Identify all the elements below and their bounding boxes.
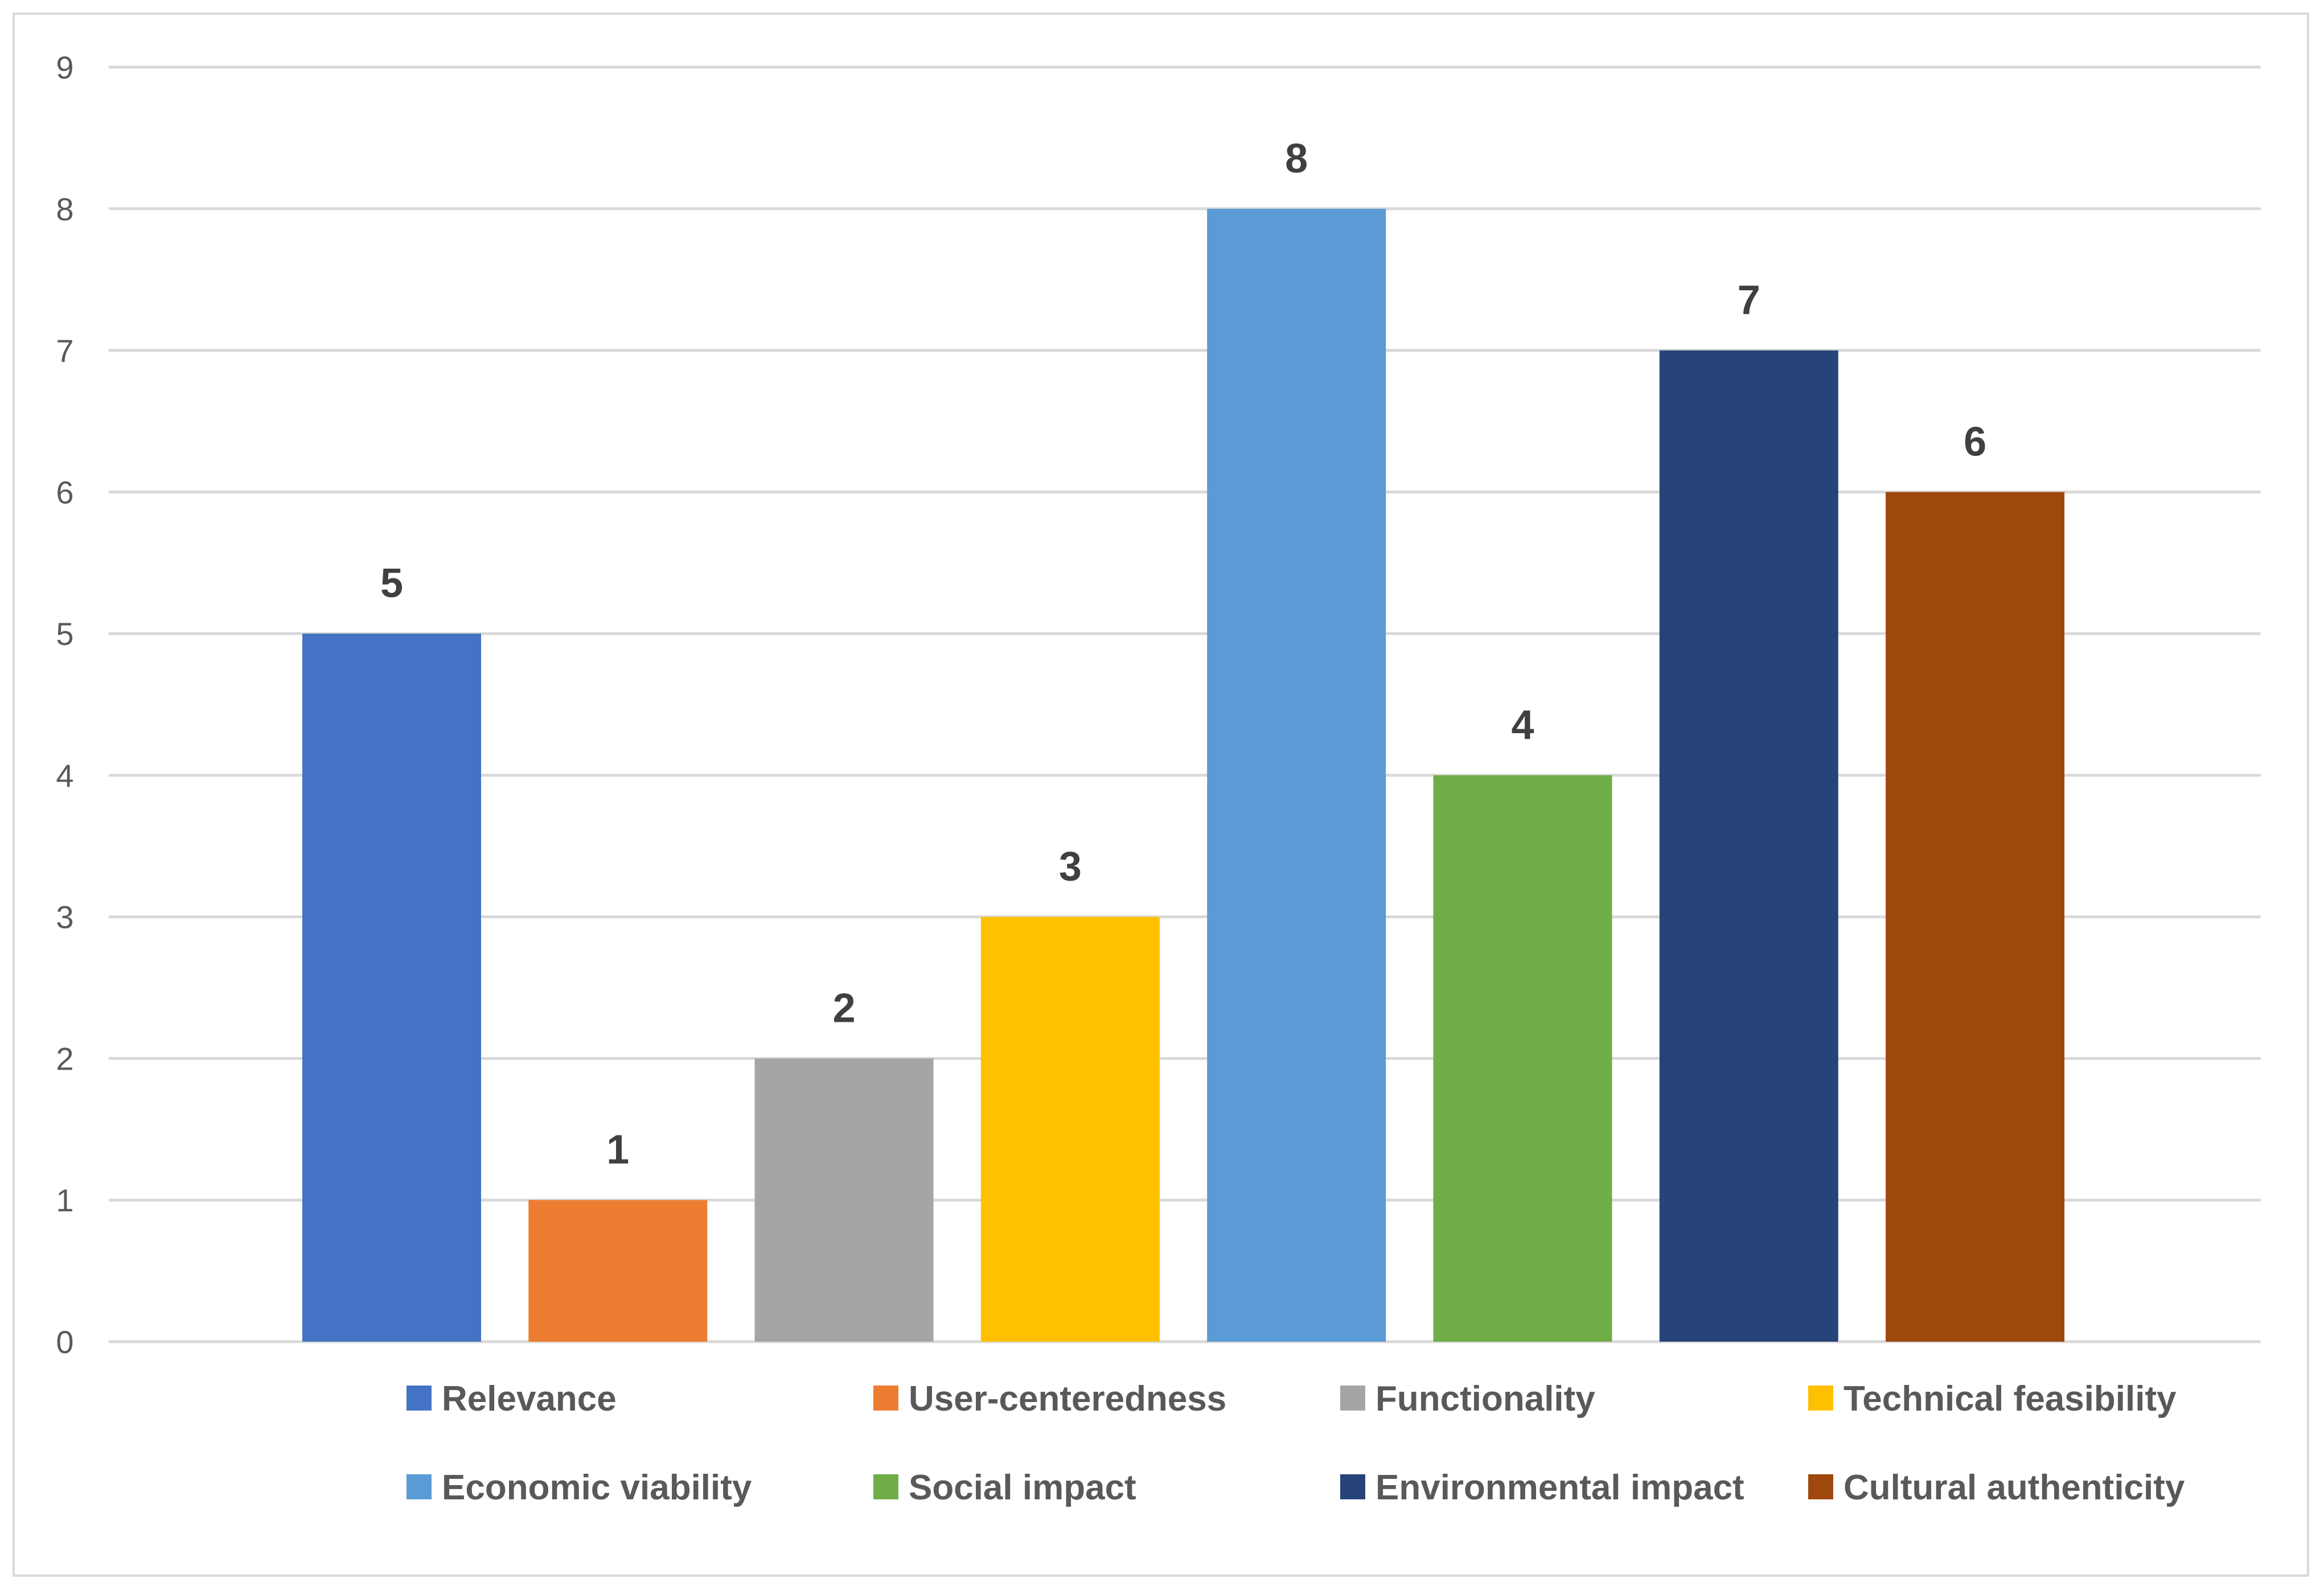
y-tick-label: 5 [56, 616, 73, 652]
y-tick-label: 8 [56, 191, 73, 227]
y-tick-label: 9 [56, 50, 73, 85]
legend-label: Functionality [1375, 1379, 1595, 1419]
y-tick-label: 2 [56, 1041, 73, 1076]
bar-relevance [302, 634, 481, 1342]
bar-economic-viability [1207, 208, 1386, 1342]
legend-swatch [873, 1386, 898, 1411]
data-label: 2 [833, 985, 856, 1031]
legend-label: User-centeredness [909, 1379, 1226, 1419]
data-label: 4 [1511, 702, 1534, 748]
legend-swatch [1340, 1474, 1365, 1499]
legend-item: User-centeredness [873, 1379, 1226, 1419]
y-tick-label: 3 [56, 899, 73, 935]
legend-swatch [407, 1474, 432, 1499]
bar-user-centeredness [528, 1200, 708, 1342]
y-axis-ticks: 0 1 2 3 4 5 6 7 8 9 [56, 50, 73, 1360]
data-label: 6 [1964, 419, 1986, 464]
bar-functionality [754, 1058, 934, 1342]
legend-swatch [1808, 1386, 1833, 1411]
legend-label: Cultural authenticity [1843, 1468, 2185, 1507]
bar-environmental-impact [1659, 350, 1838, 1342]
bar-social-impact [1433, 775, 1612, 1342]
bar-technical-feasibility [980, 916, 1160, 1342]
legend-item: Technical feasibility [1808, 1379, 2177, 1419]
data-label: 8 [1285, 136, 1308, 182]
bar-cultural-authenticity [1886, 492, 2065, 1342]
y-tick-label: 7 [56, 333, 73, 369]
y-tick-label: 4 [56, 758, 73, 794]
legend-swatch [407, 1386, 432, 1411]
data-label: 3 [1059, 844, 1082, 890]
y-tick-label: 1 [56, 1182, 73, 1218]
y-tick-label: 6 [56, 474, 73, 510]
legend-swatch [873, 1474, 898, 1499]
data-label: 7 [1738, 278, 1760, 323]
legend-label: Social impact [909, 1468, 1136, 1507]
legend-item: Functionality [1340, 1379, 1595, 1419]
legend-label: Relevance [442, 1379, 617, 1419]
bar-chart: 0 1 2 3 4 5 6 7 8 9 5 1 2 3 8 4 7 6 Relevance User-center… [56, 50, 2261, 1507]
bars [302, 208, 2065, 1342]
legend-label: Technical feasibility [1843, 1379, 2177, 1419]
data-label: 1 [606, 1127, 629, 1173]
legend-label: Environmental impact [1375, 1468, 1744, 1507]
legend-item: Cultural authenticity [1808, 1468, 2185, 1507]
legend-swatch [1808, 1474, 1833, 1499]
legend-swatch [1340, 1386, 1365, 1411]
legend: Relevance User-centeredness Functionality T… [407, 1379, 2185, 1507]
legend-item: Economic viability [407, 1468, 752, 1507]
data-labels: 5 1 2 3 8 4 7 6 [380, 136, 1986, 1173]
legend-item: Social impact [873, 1468, 1136, 1507]
legend-item: Relevance [407, 1379, 617, 1419]
legend-label: Economic viability [442, 1468, 752, 1507]
chart-frame: 0 1 2 3 4 5 6 7 8 9 5 1 2 3 8 4 7 6 Relevance User-center… [13, 13, 2309, 1577]
legend-item: Environmental impact [1340, 1468, 1744, 1507]
y-tick-label: 0 [56, 1324, 73, 1360]
data-label: 5 [380, 561, 403, 606]
